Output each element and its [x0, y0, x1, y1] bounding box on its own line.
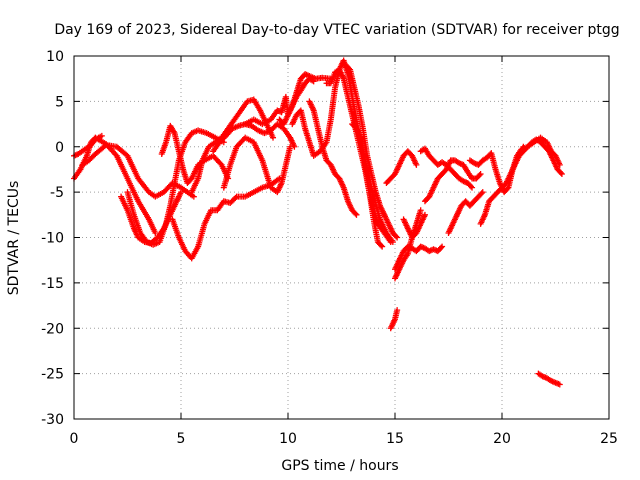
data-point [479, 189, 486, 196]
data-point [310, 78, 317, 85]
data-point [477, 170, 484, 177]
series-track-8 [188, 96, 277, 196]
data-points [71, 57, 565, 388]
data-point [352, 210, 359, 217]
series-track-12 [276, 75, 317, 128]
data-point [476, 172, 483, 179]
x-tick-label: 15 [386, 431, 404, 447]
y-tick-label: -25 [41, 367, 64, 383]
y-tick-label: -20 [41, 321, 64, 337]
x-axis-label: GPS time / hours [281, 458, 398, 474]
chart-title: Day 169 of 2023, Sidereal Day-to-day VTE… [54, 22, 619, 38]
data-point [178, 189, 184, 196]
y-tick-label: 10 [46, 49, 64, 65]
data-point [98, 132, 105, 139]
series-track-20 [392, 207, 424, 282]
series-track-19 [392, 243, 446, 273]
data-point [287, 143, 294, 150]
data-point [557, 169, 564, 176]
series-track-3 [79, 141, 197, 200]
data-point [379, 243, 386, 250]
data-point [439, 243, 446, 250]
data-point [438, 244, 445, 251]
y-tick-label: -10 [41, 231, 64, 247]
data-point [152, 229, 159, 236]
x-tick-label: 10 [279, 431, 297, 447]
y-tick-label: -5 [50, 185, 64, 201]
series-track-9 [210, 121, 298, 155]
data-point [394, 307, 401, 314]
x-tick-label: 0 [70, 431, 79, 447]
series-track-23 [417, 145, 476, 191]
data-point [478, 190, 485, 197]
data-point [421, 211, 428, 218]
data-point [190, 193, 197, 200]
y-tick-label: -30 [41, 412, 64, 428]
data-point [469, 184, 476, 191]
series-track-17 [342, 62, 401, 241]
data-point [353, 211, 360, 218]
y-axis-label: SDTVAR / TECUs [6, 181, 22, 296]
y-tick-label: 5 [55, 94, 64, 110]
series-track-10 [220, 134, 294, 196]
series-track-25 [445, 189, 486, 236]
data-point [556, 381, 563, 388]
data-point [417, 207, 424, 214]
series-track-28 [516, 136, 565, 177]
data-point [394, 234, 401, 241]
data-point [558, 170, 565, 177]
series-track-21 [400, 211, 428, 241]
axis-ticks: 0 5 10 15 20 25 -30 -25 -20 -15 -10 -5 0 5 10 [41, 49, 618, 447]
data-point [413, 161, 420, 168]
data-point [232, 194, 239, 201]
series-track-18 [383, 148, 420, 187]
y-tick-label: 0 [55, 140, 64, 156]
series-track-14 [306, 98, 360, 218]
y-tick-label: -15 [41, 276, 64, 292]
data-point [467, 183, 474, 190]
series-track-22 [387, 307, 401, 332]
series-track-29 [535, 370, 563, 388]
data-point [378, 242, 385, 249]
data-point [393, 233, 400, 240]
series-track-7 [169, 175, 283, 262]
series-track-2 [71, 132, 105, 159]
data-point [270, 134, 277, 141]
x-tick-label: 25 [600, 431, 618, 447]
x-tick-label: 5 [177, 431, 186, 447]
series-track-24 [421, 157, 484, 205]
x-tick-label: 20 [493, 431, 511, 447]
series-track-27 [477, 143, 527, 227]
data-point [387, 239, 394, 246]
